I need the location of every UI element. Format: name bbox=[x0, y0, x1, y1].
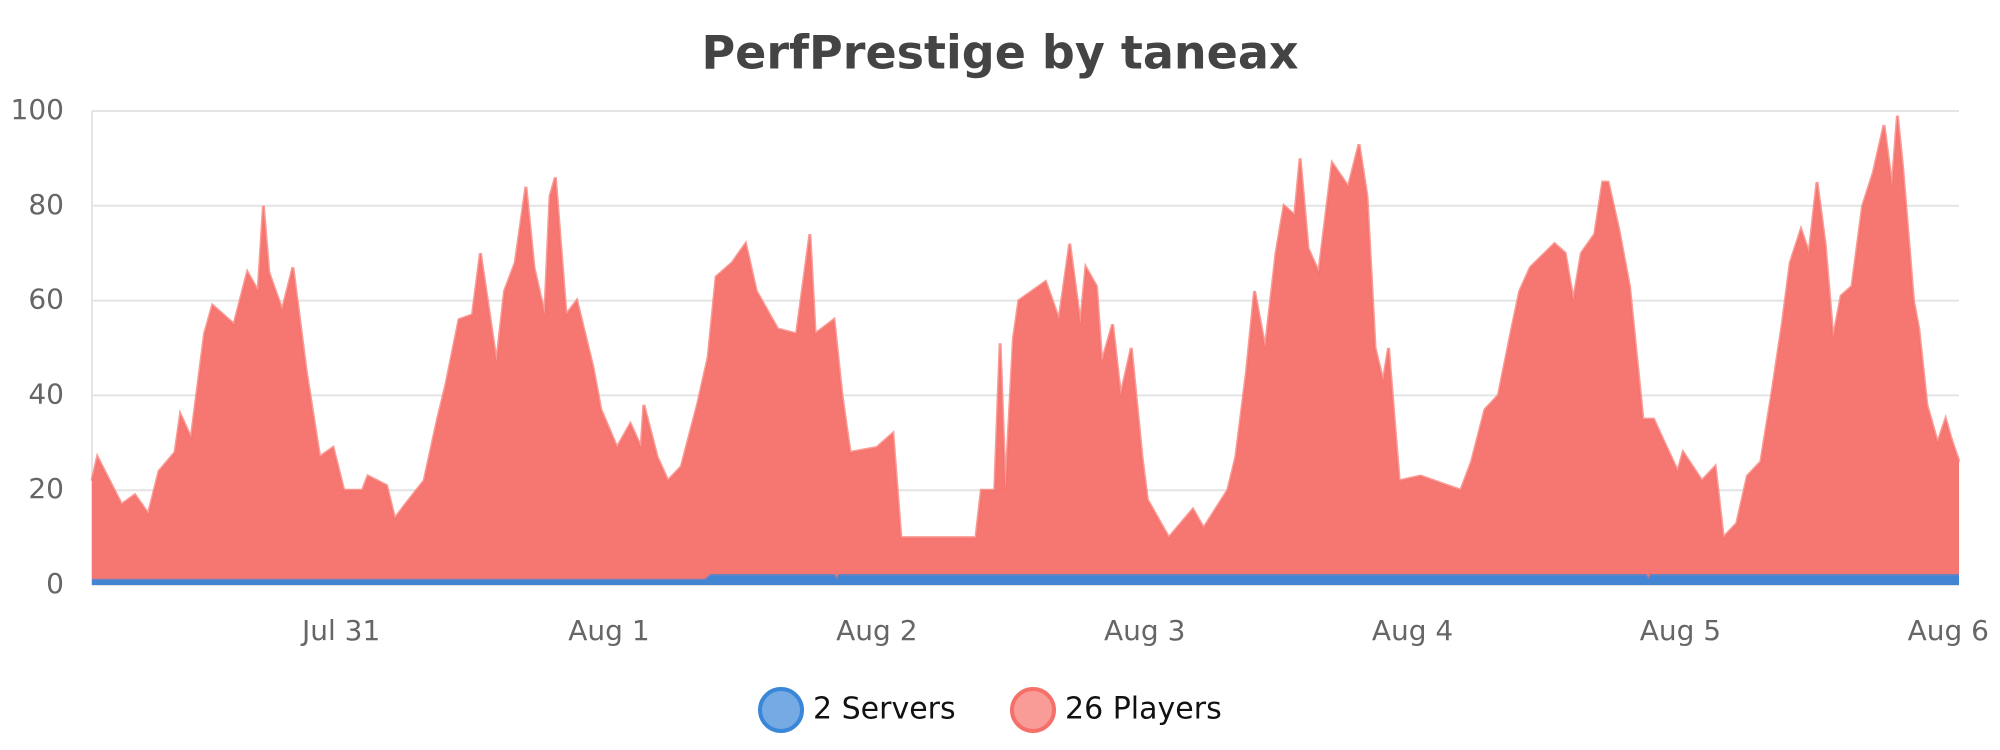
x-tick-label: Aug 3 bbox=[1104, 614, 1185, 647]
chart-title: PerfPrestige by taneax bbox=[701, 26, 1298, 80]
y-tick-label: 60 bbox=[28, 283, 64, 316]
x-tick-label: Aug 6 bbox=[1908, 614, 1989, 647]
legend-marker bbox=[1010, 687, 1056, 733]
legend-marker bbox=[758, 687, 804, 733]
x-tick-label: Jul 31 bbox=[300, 614, 380, 647]
legend-label: 2 Servers bbox=[813, 692, 956, 727]
area-fill bbox=[92, 575, 1959, 585]
area-line bbox=[92, 574, 1959, 584]
y-tick-label: 20 bbox=[28, 472, 64, 505]
x-tick-label: Aug 5 bbox=[1640, 614, 1721, 647]
y-tick-label: 40 bbox=[28, 377, 64, 410]
x-tick-label: Aug 1 bbox=[568, 614, 649, 647]
area-line bbox=[90, 115, 1961, 541]
area-fill bbox=[92, 115, 1959, 585]
legend-label: 26 Players bbox=[1065, 692, 1222, 727]
x-tick-label: Aug 4 bbox=[1372, 614, 1453, 647]
y-tick-label: 100 bbox=[11, 93, 64, 126]
x-tick-label: Aug 2 bbox=[836, 614, 917, 647]
y-tick-label: 80 bbox=[28, 188, 64, 221]
y-tick-label: 0 bbox=[46, 567, 64, 600]
